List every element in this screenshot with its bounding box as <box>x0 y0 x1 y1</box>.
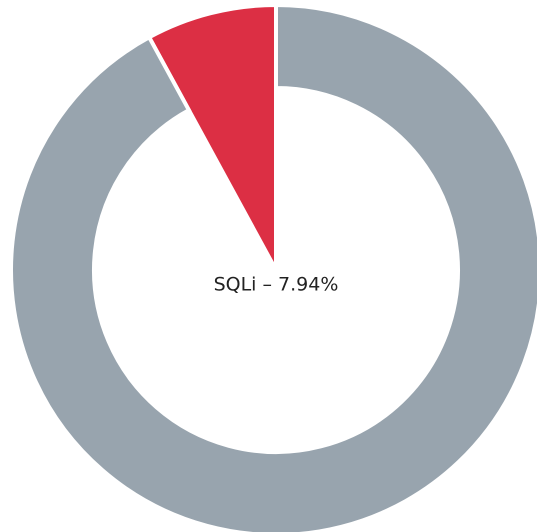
center-label: SQLi – 7.94% <box>214 274 339 296</box>
slice <box>146 2 278 271</box>
slice <box>9 2 537 532</box>
slices <box>9 2 537 532</box>
